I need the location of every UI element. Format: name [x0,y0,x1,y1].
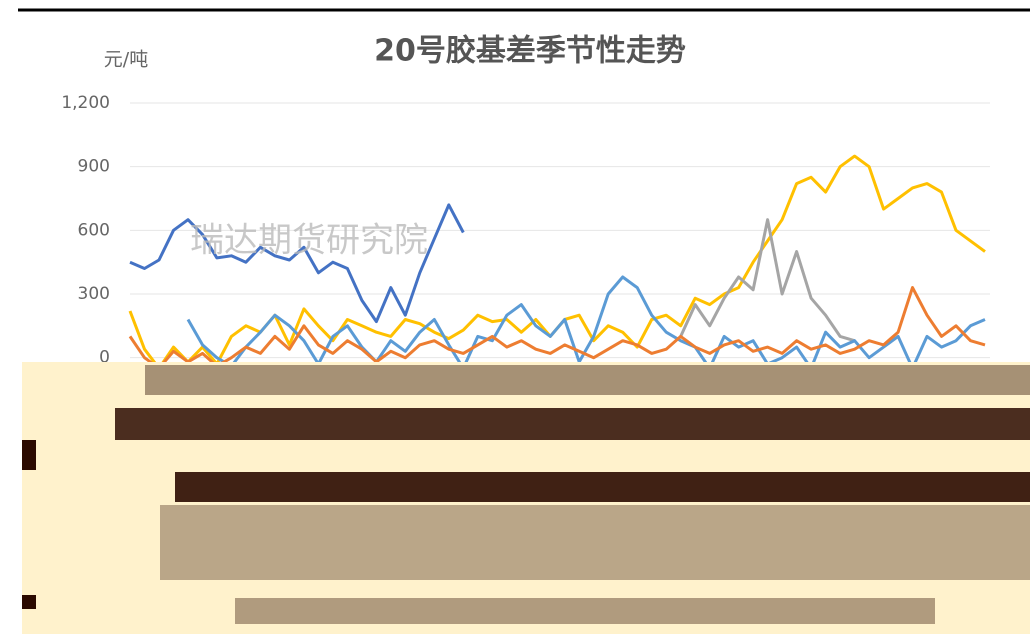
corrupted-band [115,408,1030,440]
y-tick-label: 0 [99,348,110,368]
corrupted-region [22,362,1030,634]
chart-title: 20号胶基差季节性走势 [374,34,686,69]
y-tick-label: 300 [78,284,110,304]
corrupted-band [160,505,1030,580]
corrupted-band [235,598,935,624]
y-tick-label: 600 [78,220,110,240]
corrupted-band [22,595,36,609]
series-line [129,203,465,324]
series-line [186,275,986,370]
y-tick-label: 1,200 [61,93,110,113]
series-line [679,218,856,343]
corrupted-band [22,440,36,470]
y-tick-label: 900 [78,157,110,177]
watermark: 瑞达期货研究院 [190,221,428,261]
y-unit: 元/吨 [104,49,148,71]
corrupted-band [175,472,1030,502]
corrupted-band [145,365,1030,395]
series-line [128,286,986,370]
